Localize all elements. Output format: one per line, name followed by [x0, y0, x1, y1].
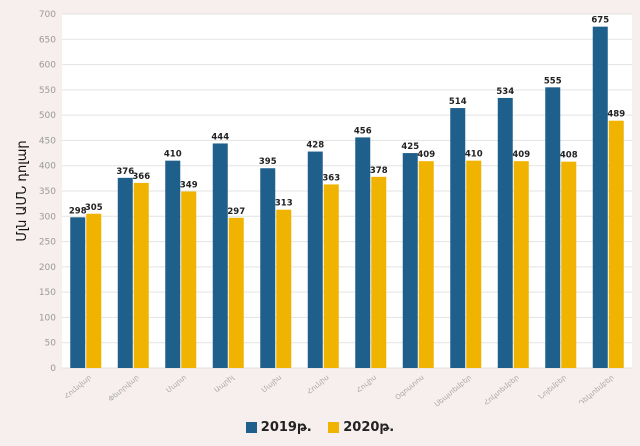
y-tick-label: 150	[39, 288, 56, 298]
y-tick-label: 100	[39, 313, 56, 323]
data-label: 456	[354, 126, 372, 136]
data-label: 313	[275, 199, 293, 209]
data-label: 675	[591, 16, 609, 26]
y-tick-label: 650	[39, 35, 56, 45]
y-tick-label: 200	[39, 263, 56, 273]
bar	[165, 160, 181, 368]
data-label: 425	[401, 142, 419, 152]
bar	[513, 161, 529, 368]
bar	[117, 177, 133, 368]
data-label: 349	[180, 181, 198, 191]
data-label: 376	[116, 167, 134, 177]
data-label: 489	[607, 110, 625, 120]
bar	[70, 217, 86, 368]
bar	[133, 182, 149, 368]
data-label: 395	[259, 157, 277, 167]
bar	[371, 176, 387, 368]
data-label: 444	[211, 132, 229, 142]
y-tick-label: 600	[39, 61, 56, 71]
bar	[276, 209, 292, 368]
bar	[355, 137, 371, 368]
bar	[545, 87, 561, 368]
legend-label-2020: 2020թ.	[343, 420, 395, 435]
data-label: 410	[465, 150, 483, 160]
bar	[86, 213, 102, 368]
y-tick-label: 50	[45, 339, 57, 349]
bar	[260, 168, 276, 368]
data-label: 298	[69, 206, 87, 216]
data-label: 366	[132, 172, 150, 182]
y-tick-label: 700	[39, 10, 56, 20]
bar	[323, 184, 339, 368]
y-tick-label: 550	[39, 86, 56, 96]
data-label: 514	[449, 97, 467, 107]
data-label: 378	[370, 166, 388, 176]
bar	[212, 143, 228, 368]
legend-label-2019: 2019թ.	[260, 420, 312, 435]
bars	[70, 26, 624, 369]
bar	[466, 160, 482, 368]
bar	[608, 120, 624, 368]
bar	[497, 97, 513, 368]
y-tick-label: 500	[39, 111, 56, 121]
y-tick-label: 450	[39, 136, 56, 146]
bar	[228, 217, 244, 368]
data-label: 408	[560, 151, 578, 161]
grid-lines	[62, 13, 632, 369]
bar	[450, 108, 466, 368]
y-tick-label: 0	[50, 364, 56, 374]
data-label: 410	[164, 150, 182, 160]
y-tick-label: 250	[39, 238, 56, 248]
data-label: 534	[496, 87, 514, 97]
data-label: 409	[512, 150, 530, 160]
y-tick-label: 350	[39, 187, 56, 197]
data-label: 409	[417, 150, 435, 160]
data-label: 297	[227, 207, 245, 217]
y-tick-label: 300	[39, 212, 56, 222]
data-label: 428	[306, 141, 324, 151]
legend-swatch-2020	[328, 422, 340, 433]
bar	[418, 161, 434, 368]
bar	[181, 191, 197, 368]
data-label: 363	[322, 173, 340, 183]
data-label: 305	[85, 203, 103, 213]
bar	[402, 153, 418, 368]
y-axis-ticks: 0 50 100 150 200 250 300 350 400 450 500 550 600 650 7…	[39, 10, 56, 374]
bar	[307, 151, 323, 368]
bar	[592, 26, 608, 369]
y-axis-label: Մլն ԱՄՆ դոլար	[15, 140, 30, 241]
legend: 2019թ. 2020թ.	[0, 420, 640, 437]
data-label: 555	[544, 76, 562, 86]
legend-item-2020: 2020թ.	[328, 420, 394, 435]
bar	[561, 161, 577, 368]
legend-swatch-2019	[245, 422, 257, 433]
y-tick-label: 400	[39, 162, 56, 172]
legend-item-2019: 2019թ.	[245, 420, 312, 435]
